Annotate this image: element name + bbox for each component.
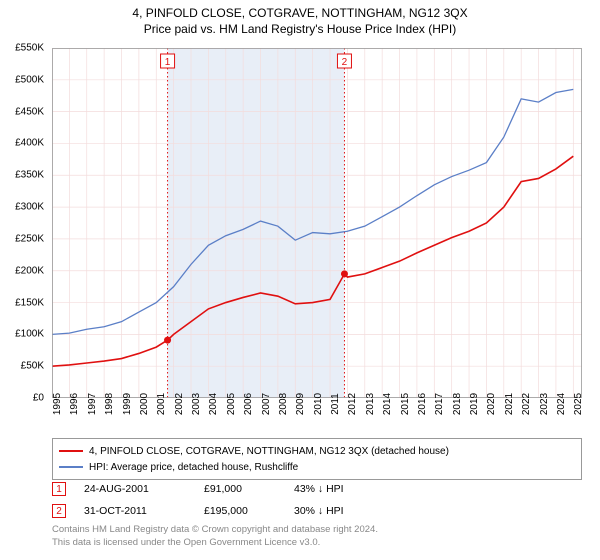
- x-tick-label: 2010: [313, 393, 324, 415]
- x-tick-label: 1997: [87, 393, 98, 415]
- y-tick-label: £200K: [15, 265, 44, 276]
- x-tick-label: 2013: [365, 393, 376, 415]
- x-tick-label: 1996: [69, 393, 80, 415]
- x-tick-label: 2022: [521, 393, 532, 415]
- x-tick-label: 2003: [191, 393, 202, 415]
- marker-badge: 2: [52, 504, 66, 518]
- x-tick-label: 1998: [104, 393, 115, 415]
- x-tick-label: 2011: [330, 393, 341, 415]
- price-chart: 4, PINFOLD CLOSE, COTGRAVE, NOTTINGHAM, …: [0, 0, 600, 560]
- x-tick-label: 2015: [400, 393, 411, 415]
- plot-svg: 12: [52, 48, 582, 398]
- svg-text:1: 1: [165, 57, 171, 68]
- chart-subtitle: Price paid vs. HM Land Registry's House …: [0, 20, 600, 42]
- x-axis: 1995199619971998199920002001200220032004…: [52, 400, 582, 430]
- x-tick-label: 2020: [486, 393, 497, 415]
- y-tick-label: £550K: [15, 43, 44, 54]
- footer: Contains HM Land Registry data © Crown c…: [52, 524, 582, 550]
- marker-delta: 43% ↓ HPI: [294, 483, 344, 495]
- x-tick-label: 2018: [452, 393, 463, 415]
- y-axis: £0£50K£100K£150K£200K£250K£300K£350K£400…: [0, 48, 48, 398]
- marker-price: £195,000: [204, 505, 294, 517]
- x-tick-label: 2004: [208, 393, 219, 415]
- x-tick-label: 2002: [174, 393, 185, 415]
- legend: 4, PINFOLD CLOSE, COTGRAVE, NOTTINGHAM, …: [52, 438, 582, 480]
- marker-date: 31-OCT-2011: [84, 505, 204, 517]
- marker-price: £91,000: [204, 483, 294, 495]
- x-tick-label: 2014: [382, 393, 393, 415]
- markers-table: 1 24-AUG-2001 £91,000 43% ↓ HPI 2 31-OCT…: [52, 478, 582, 522]
- x-tick-label: 2006: [243, 393, 254, 415]
- y-tick-label: £350K: [15, 170, 44, 181]
- legend-swatch: [59, 450, 83, 452]
- x-tick-label: 1995: [52, 393, 63, 415]
- x-tick-label: 2000: [139, 393, 150, 415]
- x-tick-label: 2005: [226, 393, 237, 415]
- x-tick-label: 2019: [469, 393, 480, 415]
- x-tick-label: 2024: [556, 393, 567, 415]
- x-tick-label: 2016: [417, 393, 428, 415]
- y-tick-label: £500K: [15, 74, 44, 85]
- plot-area: 12: [52, 48, 582, 398]
- legend-label: 4, PINFOLD CLOSE, COTGRAVE, NOTTINGHAM, …: [89, 446, 449, 457]
- marker-row-2: 2 31-OCT-2011 £195,000 30% ↓ HPI: [52, 500, 582, 522]
- svg-text:2: 2: [342, 57, 348, 68]
- footer-line1: Contains HM Land Registry data © Crown c…: [52, 524, 582, 537]
- legend-label: HPI: Average price, detached house, Rush…: [89, 462, 298, 473]
- footer-line2: This data is licensed under the Open Gov…: [52, 537, 582, 550]
- y-tick-label: £250K: [15, 233, 44, 244]
- x-tick-label: 2007: [261, 393, 272, 415]
- x-tick-label: 2021: [504, 393, 515, 415]
- x-tick-label: 2008: [278, 393, 289, 415]
- marker-delta: 30% ↓ HPI: [294, 505, 344, 517]
- chart-title: 4, PINFOLD CLOSE, COTGRAVE, NOTTINGHAM, …: [0, 0, 600, 20]
- y-tick-label: £300K: [15, 202, 44, 213]
- marker-row-1: 1 24-AUG-2001 £91,000 43% ↓ HPI: [52, 478, 582, 500]
- y-tick-label: £450K: [15, 106, 44, 117]
- x-tick-label: 1999: [122, 393, 133, 415]
- y-tick-label: £100K: [15, 329, 44, 340]
- marker-badge: 1: [52, 482, 66, 496]
- legend-swatch: [59, 466, 83, 468]
- x-tick-label: 2023: [539, 393, 550, 415]
- legend-item-price-paid: 4, PINFOLD CLOSE, COTGRAVE, NOTTINGHAM, …: [59, 443, 575, 459]
- x-tick-label: 2012: [347, 393, 358, 415]
- y-tick-label: £0: [33, 393, 44, 404]
- marker-date: 24-AUG-2001: [84, 483, 204, 495]
- x-tick-label: 2001: [156, 393, 167, 415]
- x-tick-label: 2017: [434, 393, 445, 415]
- x-tick-label: 2025: [573, 393, 584, 415]
- x-tick-label: 2009: [295, 393, 306, 415]
- y-tick-label: £50K: [21, 361, 44, 372]
- y-tick-label: £400K: [15, 138, 44, 149]
- y-tick-label: £150K: [15, 297, 44, 308]
- legend-item-hpi: HPI: Average price, detached house, Rush…: [59, 459, 575, 475]
